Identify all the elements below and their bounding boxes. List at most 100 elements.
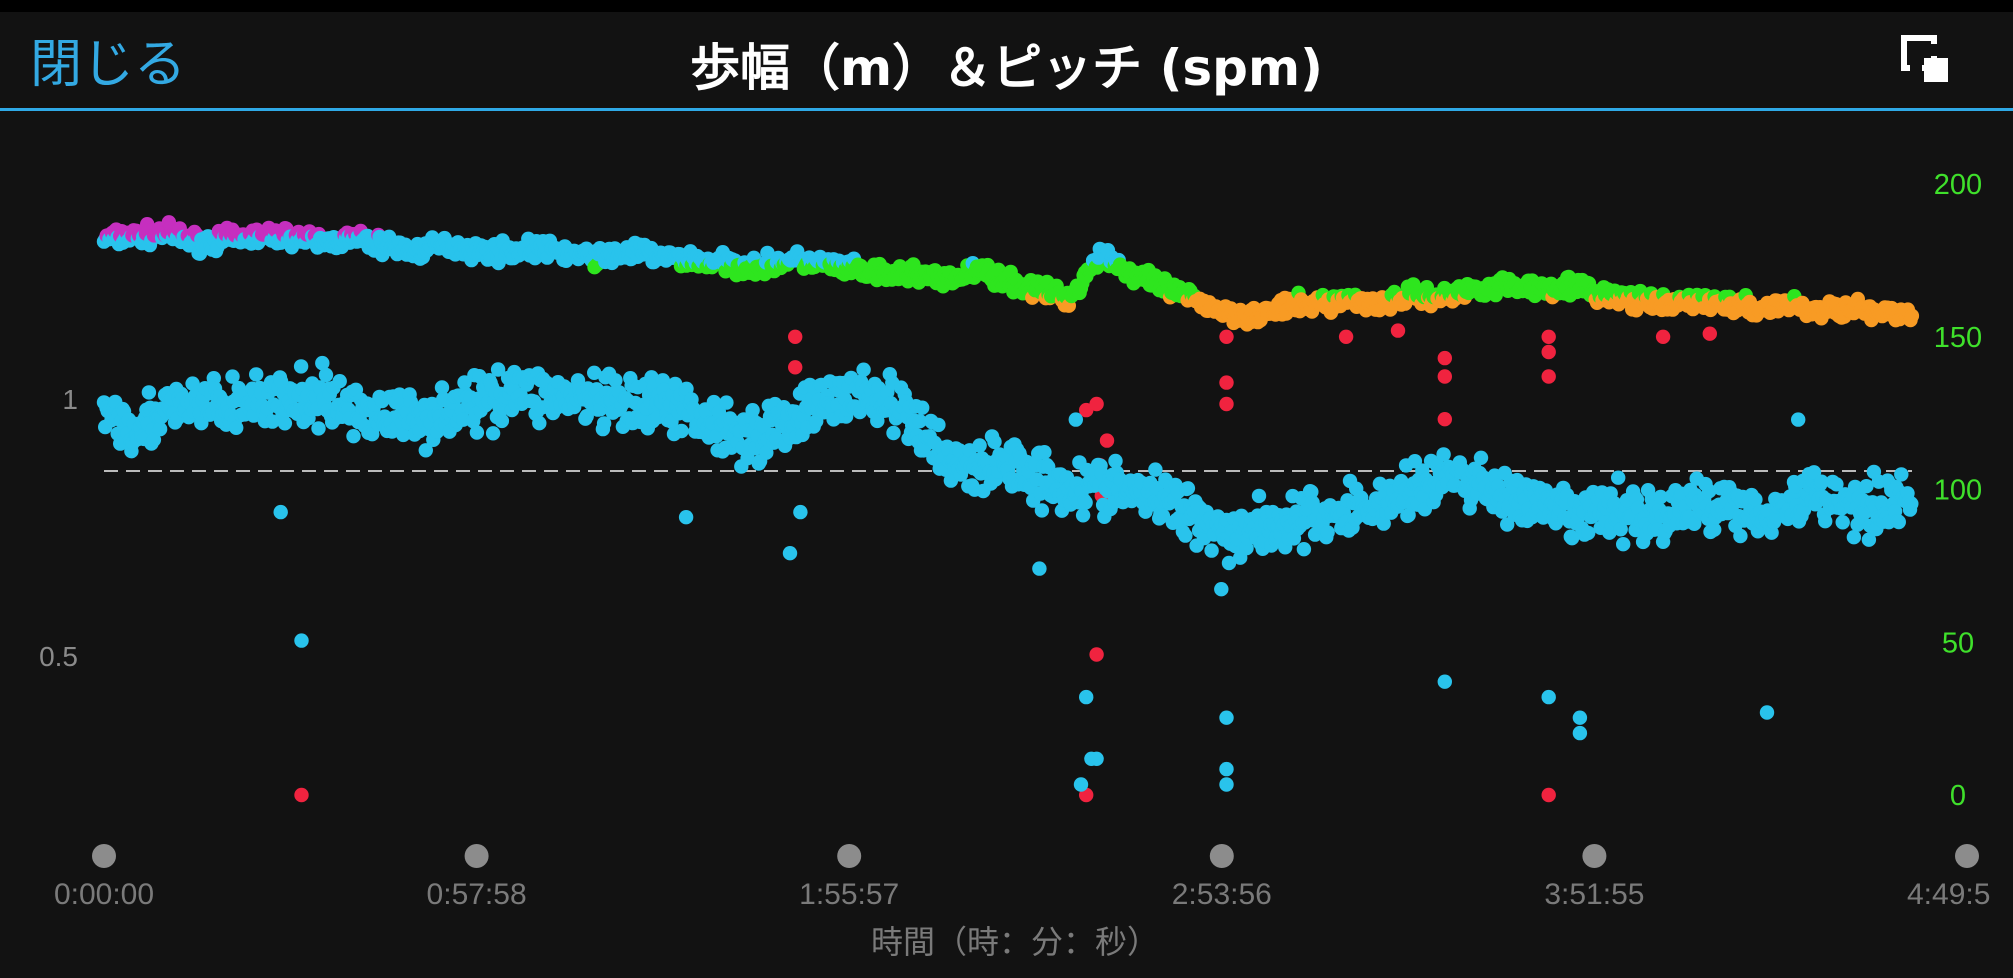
- stride-point: [1032, 561, 1047, 576]
- stride-point: [294, 633, 309, 648]
- stride-point: [396, 427, 411, 443]
- stride-point: [1500, 517, 1515, 532]
- cadence-point: [294, 787, 309, 803]
- stride-point: [1814, 474, 1829, 489]
- stride-point: [987, 434, 1002, 450]
- stride-point: [494, 413, 510, 429]
- x-scrub-handle[interactable]: [1955, 844, 1979, 868]
- stride-point: [1748, 492, 1763, 507]
- stride-point: [1835, 515, 1850, 530]
- stride-point: [469, 425, 485, 440]
- stride-series: [96, 355, 1919, 792]
- stride-point: [1759, 705, 1775, 720]
- stride-point: [1859, 479, 1874, 494]
- stride-point: [315, 355, 330, 371]
- stride-point: [485, 426, 501, 441]
- cadence-point: [1219, 329, 1234, 344]
- stride-point: [206, 371, 221, 386]
- stride-point: [915, 400, 930, 415]
- cadence-point: [1702, 326, 1718, 341]
- cadence-point: [1541, 329, 1556, 344]
- x-tick-label: 4:49:5: [1907, 878, 1990, 911]
- cadence-point: [1541, 369, 1556, 384]
- stride-point: [1437, 674, 1453, 689]
- cadence-point: [1437, 369, 1453, 384]
- stride-point: [1581, 525, 1596, 541]
- stride-point: [346, 429, 361, 444]
- x-axis: 0:00:00 0:57:58 1:55:57 2:53:56 3:51:55 4:49:…: [54, 844, 1990, 911]
- stride-point: [793, 504, 808, 520]
- stride-point: [225, 369, 240, 384]
- stride-point: [1733, 528, 1748, 544]
- stride-point: [608, 373, 623, 388]
- stride-point: [1894, 467, 1909, 482]
- x-scrub-handle[interactable]: [1582, 844, 1607, 868]
- x-scrub-handle[interactable]: [1209, 844, 1234, 868]
- stride-point: [596, 416, 612, 431]
- stride-point: [1541, 689, 1556, 705]
- right-tick-label: 0: [1950, 780, 1966, 812]
- stride-point: [1079, 689, 1094, 705]
- stride-point: [1251, 488, 1267, 504]
- left-axis: 0.51: [39, 384, 78, 672]
- stride-point: [1068, 412, 1084, 427]
- stride-point: [1846, 530, 1862, 545]
- stride-point: [1214, 582, 1229, 597]
- stride-point: [931, 417, 946, 433]
- cadence-point: [788, 329, 803, 344]
- stride-point: [1401, 507, 1416, 523]
- stride-point: [579, 409, 594, 424]
- stride-point: [490, 362, 506, 377]
- cadence-point: [1079, 402, 1094, 418]
- expand-icon[interactable]: [1900, 34, 1952, 86]
- close-button[interactable]: 閉じる: [30, 35, 187, 95]
- stride-point: [668, 376, 683, 392]
- x-tick-label: 0:57:58: [427, 878, 527, 911]
- right-tick-label: 100: [1934, 475, 1982, 507]
- stride-point: [745, 403, 760, 418]
- stride-point: [1108, 453, 1123, 469]
- stride-point: [265, 414, 280, 429]
- cadence-point: [1089, 647, 1104, 662]
- cadence-point: [1655, 329, 1671, 344]
- stride-point: [152, 421, 168, 437]
- cadence-point: [1219, 396, 1234, 412]
- stride-point: [1436, 447, 1451, 462]
- stride-point: [1702, 484, 1717, 499]
- stride-point: [1089, 751, 1104, 766]
- stride-point: [418, 443, 433, 458]
- stride-point: [1219, 761, 1234, 777]
- stride-point: [1861, 532, 1877, 547]
- stride-point: [1818, 514, 1833, 529]
- stride-point: [886, 425, 901, 441]
- stride-point: [1904, 496, 1919, 511]
- stride-point: [141, 385, 157, 400]
- stride-point: [1707, 522, 1722, 537]
- x-scrub-handle[interactable]: [837, 844, 862, 868]
- x-tick-label: 3:51:55: [1544, 878, 1644, 911]
- stride-point: [1572, 725, 1588, 741]
- cadence-point: [1390, 323, 1406, 338]
- cadence-point: [788, 360, 803, 375]
- right-tick-label: 50: [1942, 627, 1974, 659]
- right-tick-label: 200: [1934, 169, 1982, 201]
- status-strip: [0, 0, 2013, 12]
- stride-point: [1075, 508, 1091, 523]
- stride-point: [856, 362, 871, 377]
- stride-point: [1037, 445, 1052, 460]
- cadence-point: [1437, 412, 1453, 427]
- stride-point: [1616, 537, 1631, 552]
- stride-point: [1829, 477, 1844, 492]
- stride-point: [1304, 484, 1319, 500]
- stride-point: [587, 365, 602, 380]
- stride-point: [332, 374, 347, 389]
- left-tick-label: 0.5: [39, 641, 78, 672]
- stride-point: [293, 359, 309, 374]
- stride-point: [1572, 710, 1588, 725]
- stride-point: [1073, 777, 1089, 792]
- x-scrub-handle[interactable]: [92, 844, 116, 868]
- x-tick-label: 2:53:56: [1172, 878, 1272, 911]
- x-scrub-handle[interactable]: [464, 844, 489, 868]
- stride-point: [679, 381, 694, 396]
- stride-point: [972, 438, 987, 453]
